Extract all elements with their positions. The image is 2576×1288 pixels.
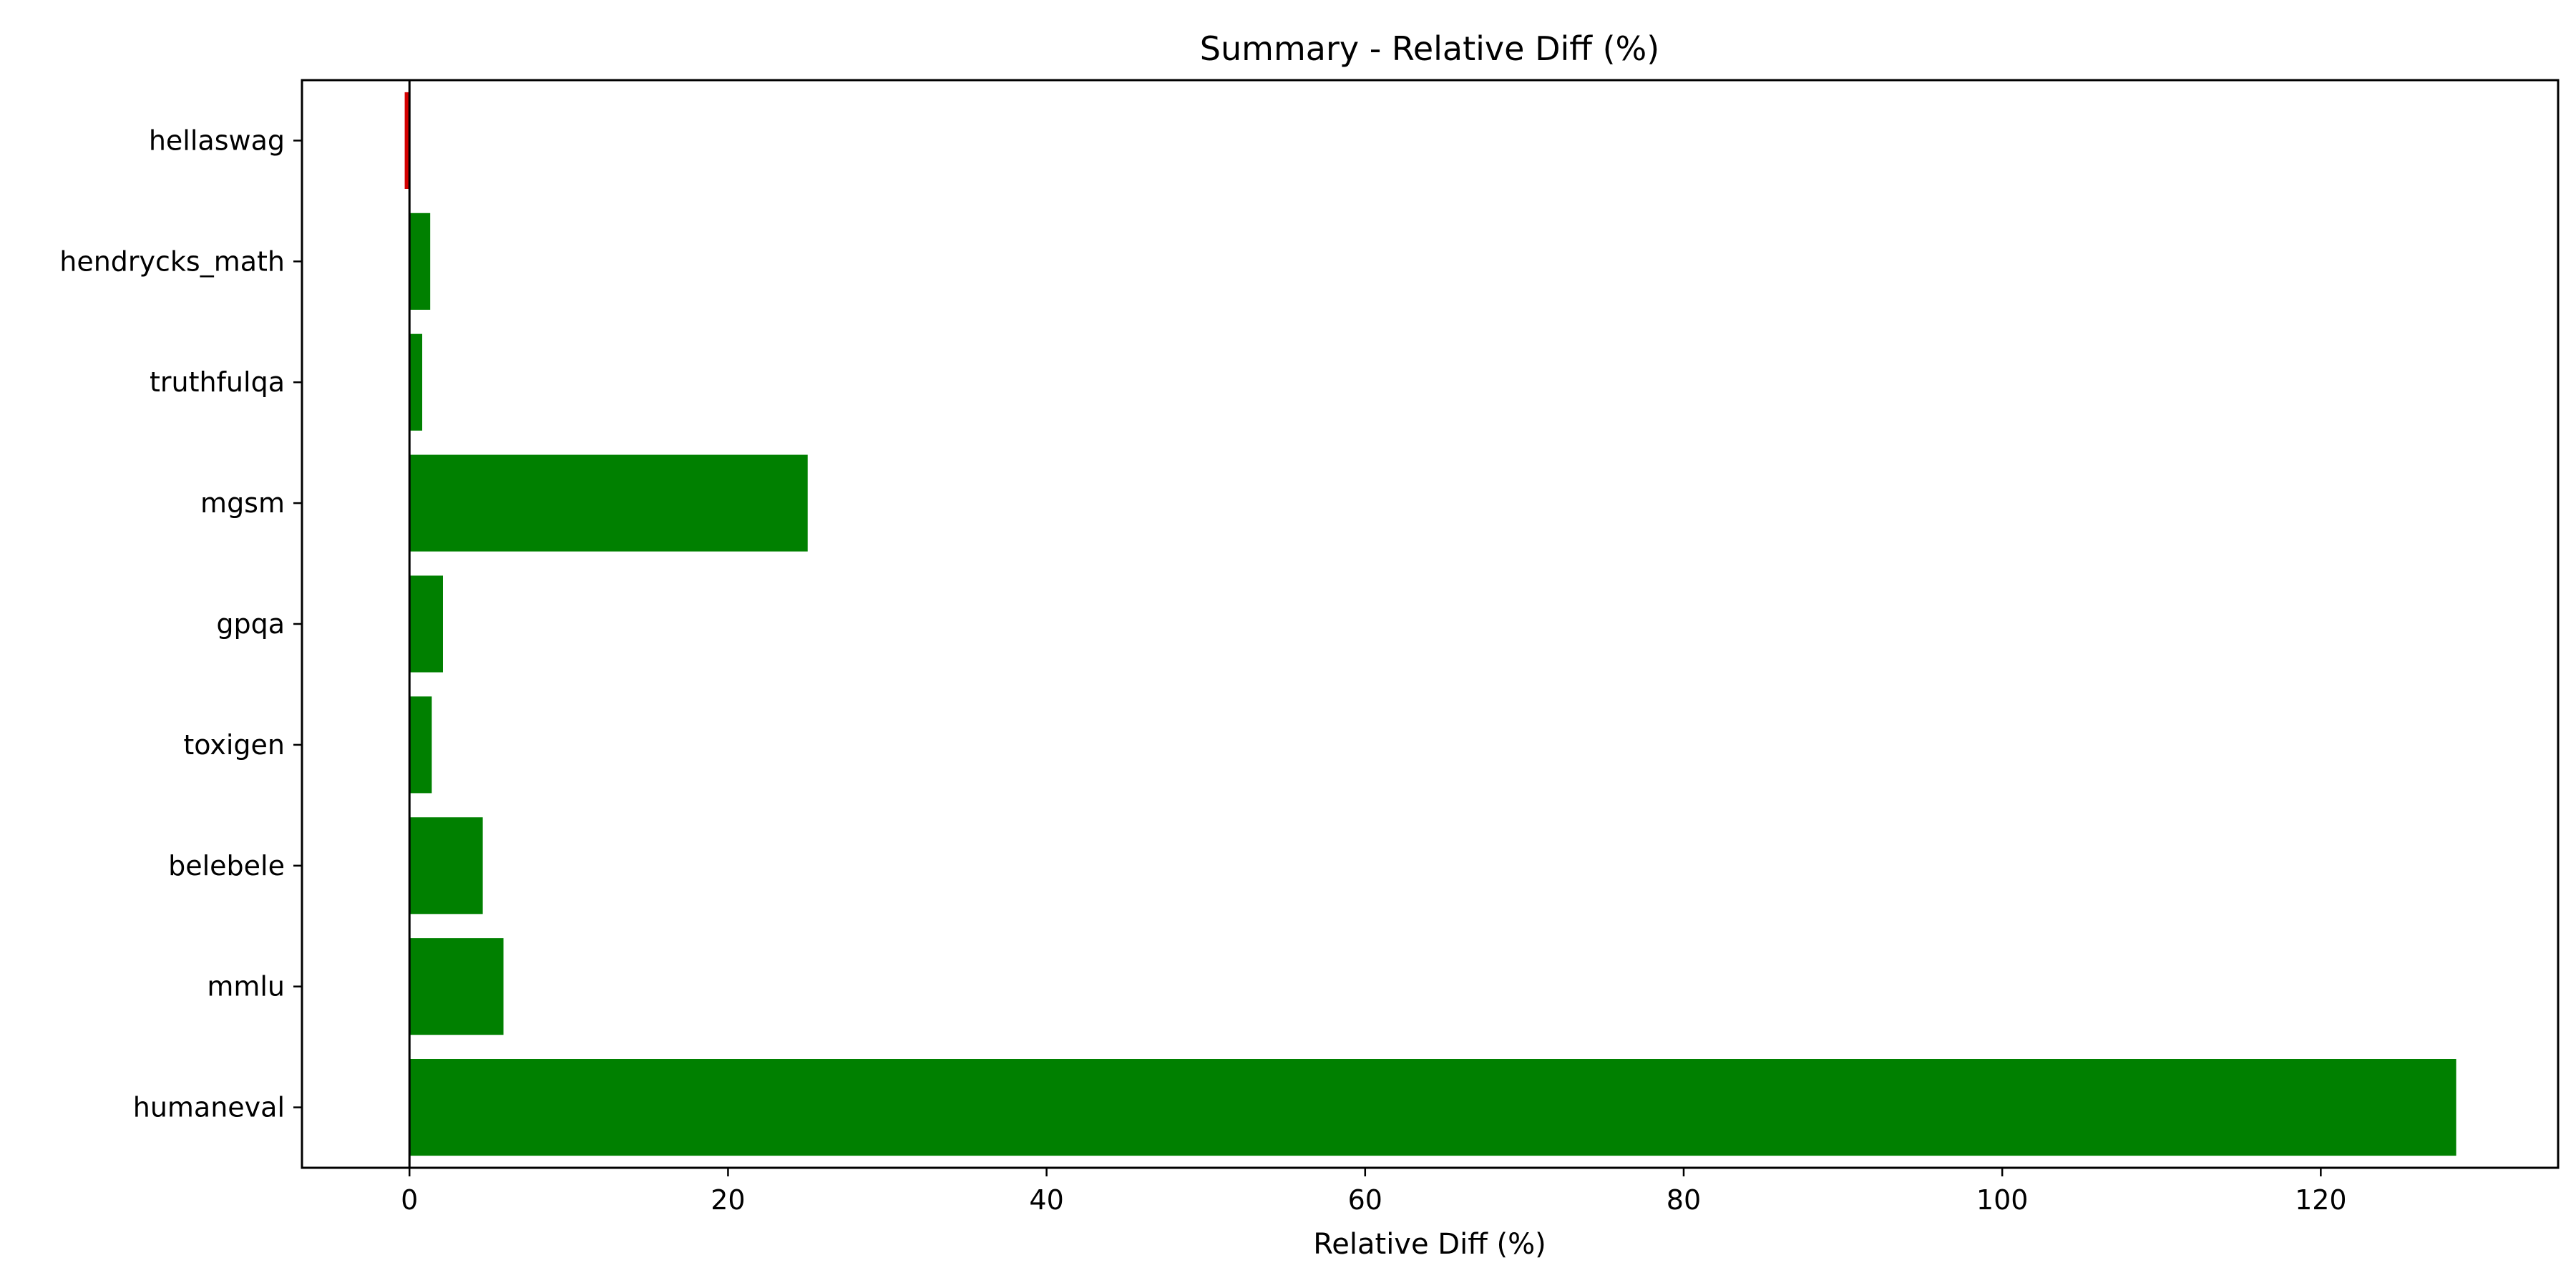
- x-tick-label: 60: [1348, 1184, 1382, 1216]
- bar-belebele: [409, 817, 483, 914]
- bar-hellaswag: [404, 92, 410, 189]
- bars: [404, 92, 2457, 1156]
- chart-title: Summary - Relative Diff (%): [1200, 29, 1659, 68]
- y-axis: hellaswag hendrycks_math truthfulqa mgsm gpq…: [59, 125, 302, 1123]
- x-tick-label: 120: [2295, 1184, 2347, 1216]
- x-tick-label: 100: [1976, 1184, 2029, 1216]
- y-tick-label: mmlu: [207, 971, 285, 1002]
- x-axis: 0 20 40 60 80 100 120: [401, 1168, 2347, 1216]
- y-tick-label: hendrycks_math: [59, 245, 285, 277]
- x-axis-label: Relative Diff (%): [1313, 1228, 1546, 1261]
- bar-hendrycks_math: [409, 213, 431, 310]
- y-tick-label: gpqa: [216, 608, 285, 640]
- y-tick-label: truthfulqa: [150, 366, 285, 398]
- y-tick-label: hellaswag: [149, 125, 285, 156]
- bar-toxigen: [409, 696, 432, 794]
- bar-truthfulqa: [409, 333, 423, 431]
- bar-mmlu: [409, 938, 504, 1035]
- x-tick-label: 40: [1029, 1184, 1063, 1216]
- y-tick-label: toxigen: [183, 729, 285, 761]
- y-tick-label: humaneval: [133, 1092, 285, 1123]
- bar-humaneval: [409, 1059, 2457, 1156]
- bar-gpqa: [409, 575, 443, 673]
- y-tick-label: belebele: [168, 850, 285, 882]
- y-tick-label: mgsm: [200, 487, 285, 519]
- x-tick-label: 20: [711, 1184, 745, 1216]
- bar-mgsm: [409, 454, 808, 552]
- x-tick-label: 80: [1667, 1184, 1701, 1216]
- x-tick-label: 0: [401, 1184, 418, 1216]
